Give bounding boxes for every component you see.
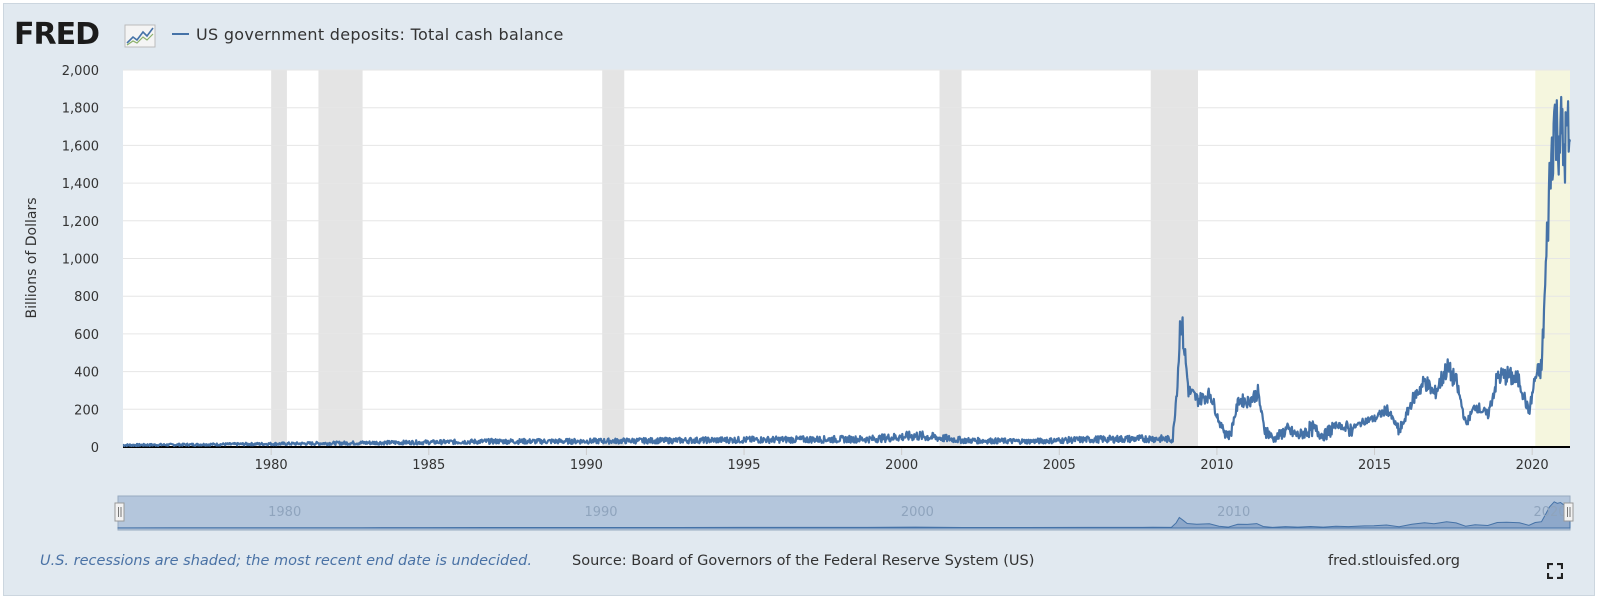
navigator-label: 1990 — [584, 505, 617, 520]
y-tick-label: 1,400 — [62, 177, 99, 192]
navigator-background — [117, 495, 1571, 531]
series-line[interactable] — [122, 95, 1572, 448]
fred-logo[interactable]: FRED — [14, 17, 100, 52]
legend-swatch — [172, 33, 189, 35]
x-tick-label: 1985 — [412, 458, 445, 473]
y-tick-label: 600 — [74, 328, 99, 343]
range-navigator[interactable]: 1980 1990 2000 2010 2020 — [114, 495, 1574, 531]
site-link[interactable]: fred.stlouisfed.org — [1328, 553, 1461, 569]
source-text: Source: Board of Governors of the Federa… — [572, 553, 1035, 569]
x-tick-label: 1995 — [727, 458, 760, 473]
legend-label: US government deposits: Total cash balan… — [196, 24, 564, 44]
y-axis-label: Billions of Dollars — [24, 197, 40, 318]
navigator-labels: 1980 1990 2000 2010 2020 — [268, 505, 1566, 520]
recession-note: U.S. recessions are shaded; the most rec… — [40, 553, 532, 569]
navigator-left-handle[interactable] — [114, 502, 125, 522]
x-tick-label: 1990 — [570, 458, 603, 473]
x-tick-label: 2015 — [1358, 458, 1391, 473]
navigator-label: 2000 — [901, 505, 934, 520]
legend[interactable]: US government deposits: Total cash balan… — [172, 23, 564, 45]
navigator-right-handle[interactable] — [1563, 502, 1574, 522]
x-tick-label: 2000 — [885, 458, 918, 473]
y-tick-label: 400 — [74, 366, 99, 381]
y-tick-label: 2,000 — [62, 64, 99, 79]
navigator-label: 1980 — [268, 505, 301, 520]
fred-chart-icon — [124, 24, 156, 48]
x-tick-label: 1980 — [255, 458, 288, 473]
x-tick-label: 2005 — [1043, 458, 1076, 473]
x-axis-ticks: 1980 1985 1990 1995 2000 2005 2010 2015 2020 — [255, 447, 1549, 473]
y-tick-label: 1,600 — [62, 139, 99, 154]
x-tick-label: 2020 — [1516, 458, 1549, 473]
y-tick-label: 200 — [74, 403, 99, 418]
y-tick-label: 800 — [74, 290, 99, 305]
navigator-area — [117, 501, 1571, 529]
y-tick-label: 1,000 — [62, 253, 99, 268]
fullscreen-icon[interactable] — [1547, 563, 1563, 579]
y-tick-label: 1,800 — [62, 102, 99, 117]
y-tick-label: 1,200 — [62, 215, 99, 230]
x-tick-label: 2010 — [1200, 458, 1233, 473]
y-tick-label: 0 — [91, 441, 99, 456]
navigator-label: 2020 — [1533, 505, 1566, 520]
grid-lines — [123, 69, 1570, 448]
navigator-label: 2010 — [1217, 505, 1250, 520]
y-axis-ticks: 2,000 1,800 1,600 1,400 1,200 1,000 800 600 400 2… — [62, 64, 99, 456]
